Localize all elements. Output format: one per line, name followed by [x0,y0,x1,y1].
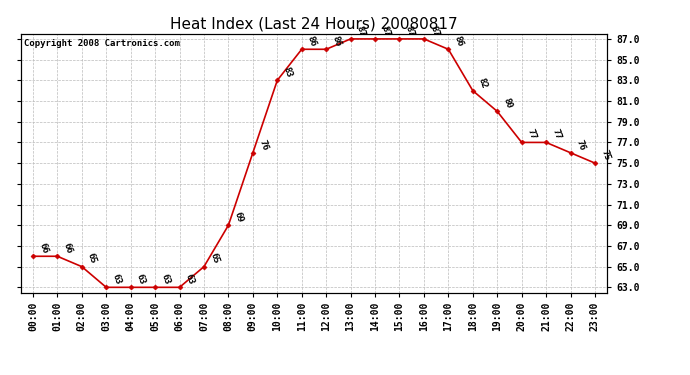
Text: 86: 86 [331,35,342,48]
Text: 80: 80 [502,97,513,110]
Text: 66: 66 [37,242,49,255]
Text: 82: 82 [477,76,489,89]
Text: 87: 87 [404,24,416,38]
Title: Heat Index (Last 24 Hours) 20080817: Heat Index (Last 24 Hours) 20080817 [170,16,457,31]
Text: 63: 63 [184,273,196,286]
Text: 66: 66 [61,242,74,255]
Text: 87: 87 [355,24,367,38]
Text: 76: 76 [575,138,586,152]
Text: Copyright 2008 Cartronics.com: Copyright 2008 Cartronics.com [23,39,179,48]
Text: 86: 86 [453,35,464,48]
Text: 77: 77 [550,128,562,141]
Text: 76: 76 [257,138,269,152]
Text: 65: 65 [208,252,220,265]
Text: 63: 63 [159,273,171,286]
Text: 86: 86 [306,35,318,48]
Text: 65: 65 [86,252,98,265]
Text: 87: 87 [380,24,391,38]
Text: 63: 63 [110,273,123,286]
Text: 75: 75 [599,148,611,162]
Text: 63: 63 [135,273,147,286]
Text: 87: 87 [428,24,440,38]
Text: 69: 69 [233,211,245,224]
Text: 83: 83 [282,66,293,79]
Text: 77: 77 [526,128,538,141]
